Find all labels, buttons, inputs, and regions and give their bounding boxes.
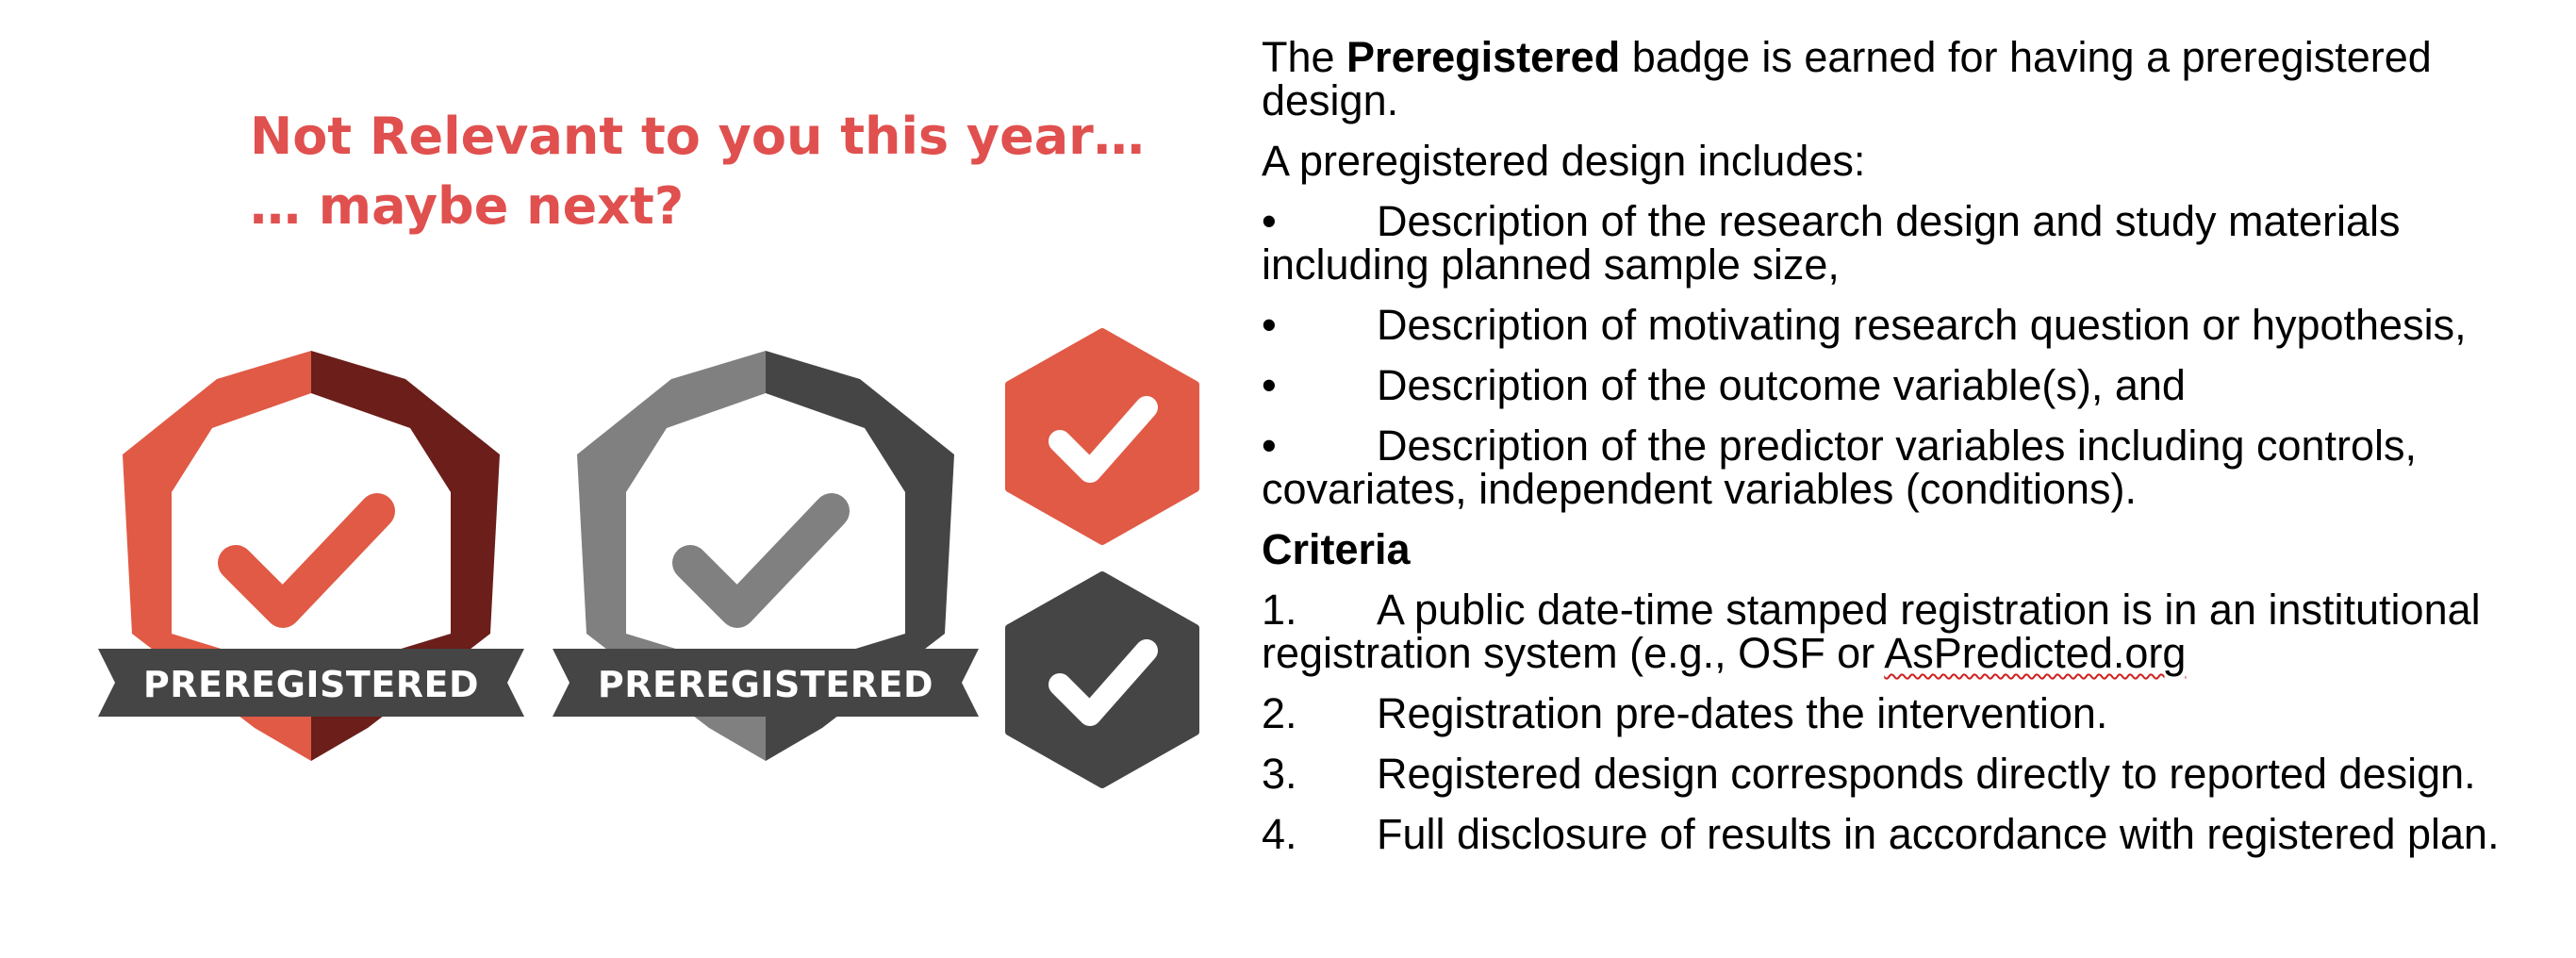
criteria-text: Registration pre-dates the intervention.	[1377, 689, 2108, 737]
bullet-marker: •	[1262, 421, 1277, 470]
intro-paragraph: The Preregistered badge is earned for ha…	[1262, 36, 2572, 123]
criteria-item: 1. A public date-time stamped registratio…	[1262, 588, 2572, 675]
bullet-marker: •	[1262, 301, 1277, 349]
checkmark-icon	[672, 493, 850, 628]
criteria-item: 2. Registration pre-dates the interventio…	[1262, 692, 2572, 735]
criteria-number: 1.	[1262, 586, 1297, 634]
bullet-text: Description of the predictor variables i…	[1262, 421, 2418, 513]
criteria-number: 4.	[1262, 810, 1297, 858]
criteria-number: 2.	[1262, 689, 1297, 737]
criteria-number: 3.	[1262, 750, 1297, 798]
checkmark-icon	[218, 493, 395, 628]
badge-description: The Preregistered badge is earned for ha…	[1262, 36, 2572, 873]
bullet-marker: •	[1262, 361, 1277, 409]
headline: Not Relevant to you this year… … maybe n…	[250, 102, 1145, 241]
intro-suffix: badge is earned for having a preregister…	[1262, 33, 2432, 124]
intro-bold: Preregistered	[1346, 33, 1621, 81]
bullet-text: Description of motivating research quest…	[1377, 301, 2467, 349]
includes-label: A preregistered design includes:	[1262, 137, 1866, 185]
criteria-text: A public date-time stamped registration …	[1262, 586, 2481, 677]
criteria-text: Full disclosure of results in accordance…	[1377, 810, 2500, 858]
small-badge-dark	[1005, 571, 1199, 788]
intro-prefix: The	[1262, 33, 1347, 81]
headline-line-2: … maybe next?	[250, 176, 685, 236]
small-badge-orange	[1005, 328, 1199, 545]
preregistered-badge-gray: PREREGISTERED	[553, 351, 979, 761]
criteria-item: 3. Registered design corresponds directly…	[1262, 752, 2572, 796]
criteria-heading: Criteria	[1262, 525, 1411, 573]
bullet-item: • Description of the research design and …	[1262, 200, 2572, 287]
checkmark-icon	[1049, 396, 1158, 483]
criteria-text: Registered design corresponds directly t…	[1377, 750, 2476, 798]
checkmark-icon	[1049, 639, 1158, 726]
badge-label: PREREGISTERED	[598, 664, 933, 705]
bullet-text: Description of the outcome variable(s), …	[1377, 361, 2186, 409]
bullet-text: Description of the research design and s…	[1262, 197, 2401, 289]
preregistered-badge-color: PREREGISTERED	[98, 351, 524, 761]
headline-line-1: Not Relevant to you this year…	[250, 107, 1145, 166]
badge-label: PREREGISTERED	[143, 664, 479, 705]
criteria-item: 4. Full disclosure of results in accordan…	[1262, 813, 2572, 856]
bullet-item: • Description of the outcome variable(s),…	[1262, 364, 2572, 407]
aspredicted-link[interactable]: AsPredicted.org	[1884, 629, 2187, 677]
bullet-item: • Description of motivating research ques…	[1262, 304, 2572, 347]
bullet-marker: •	[1262, 197, 1277, 245]
bullet-item: • Description of the predictor variables …	[1262, 424, 2572, 511]
